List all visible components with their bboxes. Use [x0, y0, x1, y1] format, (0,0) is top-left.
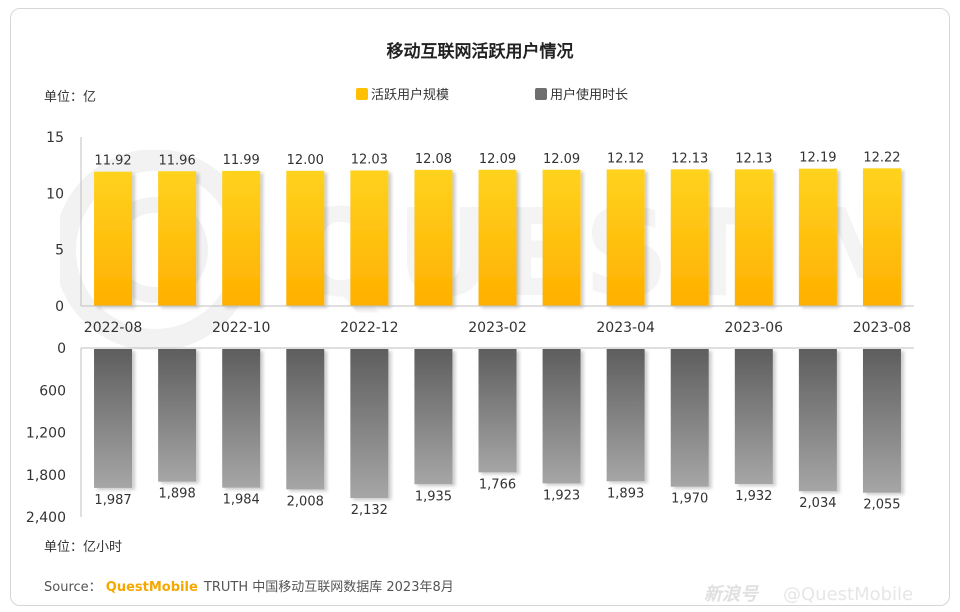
attribution-logo: 新浪号	[704, 584, 760, 605]
duration-value-label: 2,055	[863, 498, 900, 513]
users-bar	[414, 169, 453, 306]
plot-usage-duration: 0 600 1,200 1,800 2,400 1,987 1,898 1,984 2,008 2…	[26, 341, 914, 526]
users-value-label: 12.13	[671, 151, 708, 166]
source-line: Source： QuestMobile TRUTH 中国移动互联网数据库 202…	[44, 579, 454, 595]
top-y-tick-label: 5	[55, 243, 64, 259]
duration-value-label: 1,970	[671, 492, 708, 507]
users-bar	[286, 170, 325, 306]
duration-value-label: 1,935	[415, 489, 452, 504]
bottom-y-tick-label: 0	[57, 341, 66, 357]
users-value-label: 11.96	[159, 153, 196, 168]
duration-value-label: 2,132	[351, 503, 388, 518]
users-bar	[606, 169, 645, 306]
duration-bar	[798, 349, 837, 492]
source-brand: QuestMobile	[106, 580, 198, 595]
duration-bar	[158, 349, 197, 482]
duration-value-label: 2,008	[287, 494, 324, 509]
duration-bar	[414, 349, 453, 485]
users-bar	[670, 169, 709, 306]
svg-text:Source： QuestMobile: Source： QuestMobile TRUTH 中国移动互联网数据库 202…	[44, 579, 454, 595]
bottom-y-tick-label: 2,400	[26, 510, 66, 526]
users-bar	[222, 170, 261, 306]
x-tick-label: 2022-10	[212, 320, 271, 336]
top-y-tick-label: 15	[46, 130, 64, 146]
users-bar	[478, 169, 517, 306]
duration-value-label: 2,034	[799, 496, 836, 511]
legend-label-users: 活跃用户规模	[371, 87, 449, 103]
users-value-label: 12.08	[415, 152, 452, 167]
duration-bar	[478, 349, 517, 473]
duration-bar	[734, 349, 773, 485]
legend-swatch-duration	[535, 88, 547, 100]
legend-swatch-users	[356, 88, 368, 100]
source-suffix: TRUTH 中国移动互联网数据库 2023年8月	[203, 579, 454, 595]
bottom-y-tick-label: 1,200	[26, 426, 66, 442]
x-tick-label: 2022-08	[84, 320, 143, 336]
users-bar	[542, 169, 581, 306]
attribution-text: @QuestMobile	[783, 584, 913, 605]
users-bar	[158, 171, 197, 306]
users-value-label: 12.22	[863, 150, 900, 165]
x-tick-label: 2023-04	[596, 320, 655, 336]
legend: 活跃用户规模 用户使用时长	[356, 87, 628, 103]
users-bar	[862, 168, 901, 306]
users-bar	[350, 170, 389, 306]
legend-label-duration: 用户使用时长	[550, 87, 628, 103]
users-value-label: 12.12	[607, 151, 644, 166]
chart-title: 移动互联网活跃用户情况	[387, 41, 574, 62]
x-tick-label: 2022-12	[340, 320, 399, 336]
duration-bar	[286, 349, 325, 490]
users-value-label: 12.00	[287, 153, 324, 168]
duration-value-label: 1,932	[735, 489, 772, 504]
users-value-label: 12.13	[735, 151, 772, 166]
users-value-label: 12.19	[799, 151, 836, 166]
duration-value-label: 1,923	[543, 488, 580, 503]
duration-value-label: 1,766	[479, 477, 516, 492]
users-bar	[94, 171, 133, 306]
x-tick-label: 2023-06	[725, 320, 784, 336]
users-value-label: 12.09	[479, 152, 516, 167]
source-prefix: Source：	[44, 580, 102, 595]
users-bar	[734, 169, 773, 306]
duration-bar	[94, 349, 133, 488]
bottom-y-tick-label: 600	[39, 383, 66, 399]
users-value-label: 11.92	[94, 154, 131, 169]
x-tick-label: 2023-02	[468, 320, 527, 336]
users-value-label: 12.03	[351, 152, 388, 167]
duration-value-label: 1,984	[223, 493, 260, 508]
duration-bar	[542, 349, 581, 484]
duration-value-label: 1,987	[94, 493, 131, 508]
users-bar	[798, 168, 837, 306]
bottom-y-tick-label: 1,800	[26, 468, 66, 484]
duration-bar	[862, 349, 901, 493]
duration-bar	[350, 349, 389, 499]
plot-active-users: 0 5 10 15 11.92 11.96 11.99 12.00 12.03 12.08 12.0…	[46, 130, 914, 336]
duration-bar	[606, 349, 645, 482]
top-y-tick-label: 10	[46, 186, 64, 202]
duration-bar	[222, 349, 261, 488]
x-tick-label: 2023-08	[853, 320, 912, 336]
attribution: 新浪号 @QuestMobile	[704, 584, 913, 605]
top-y-tick-label: 0	[55, 299, 64, 315]
top-unit-label: 单位：亿	[44, 90, 96, 105]
duration-value-label: 1,893	[607, 486, 644, 501]
duration-value-label: 1,898	[159, 487, 196, 502]
duration-bar	[670, 349, 709, 487]
users-value-label: 12.09	[543, 152, 580, 167]
bottom-unit-label: 单位：亿小时	[44, 540, 122, 555]
users-value-label: 11.99	[223, 153, 260, 168]
